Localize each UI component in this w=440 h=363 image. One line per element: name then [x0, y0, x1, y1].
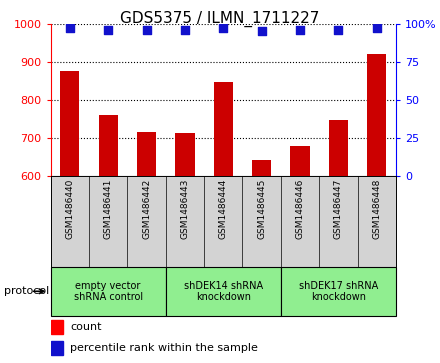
Bar — [51, 341, 63, 355]
Text: protocol: protocol — [4, 286, 50, 296]
Bar — [137, 132, 156, 176]
Bar — [367, 54, 386, 176]
Text: GSM1486448: GSM1486448 — [372, 179, 381, 239]
Text: shDEK17 shRNA
knockdown: shDEK17 shRNA knockdown — [299, 281, 378, 302]
Bar — [175, 133, 194, 176]
Text: shDEK14 shRNA
knockdown: shDEK14 shRNA knockdown — [184, 281, 263, 302]
Point — [181, 27, 188, 33]
Bar — [290, 146, 310, 176]
Bar — [99, 115, 118, 176]
Text: count: count — [70, 322, 102, 332]
Bar — [60, 71, 79, 176]
Bar — [252, 160, 271, 176]
FancyBboxPatch shape — [51, 267, 166, 316]
Point — [335, 27, 342, 33]
Text: GSM1486447: GSM1486447 — [334, 179, 343, 239]
Point — [105, 27, 112, 33]
Text: GSM1486446: GSM1486446 — [296, 179, 304, 239]
Point — [143, 27, 150, 33]
Text: GSM1486444: GSM1486444 — [219, 179, 228, 239]
Text: GSM1486445: GSM1486445 — [257, 179, 266, 239]
Point — [220, 25, 227, 31]
Text: GSM1486443: GSM1486443 — [180, 179, 190, 239]
Text: GSM1486442: GSM1486442 — [142, 179, 151, 239]
FancyBboxPatch shape — [281, 267, 396, 316]
Text: GSM1486441: GSM1486441 — [104, 179, 113, 239]
Bar — [51, 320, 63, 334]
Point — [373, 25, 380, 31]
FancyBboxPatch shape — [166, 267, 281, 316]
Bar — [329, 120, 348, 176]
Bar — [214, 82, 233, 176]
Text: GSM1486440: GSM1486440 — [65, 179, 74, 239]
Point — [66, 25, 73, 31]
Point — [258, 28, 265, 34]
Text: empty vector
shRNA control: empty vector shRNA control — [73, 281, 143, 302]
Text: percentile rank within the sample: percentile rank within the sample — [70, 343, 258, 353]
Point — [297, 27, 304, 33]
Text: GDS5375 / ILMN_1711227: GDS5375 / ILMN_1711227 — [120, 11, 320, 27]
